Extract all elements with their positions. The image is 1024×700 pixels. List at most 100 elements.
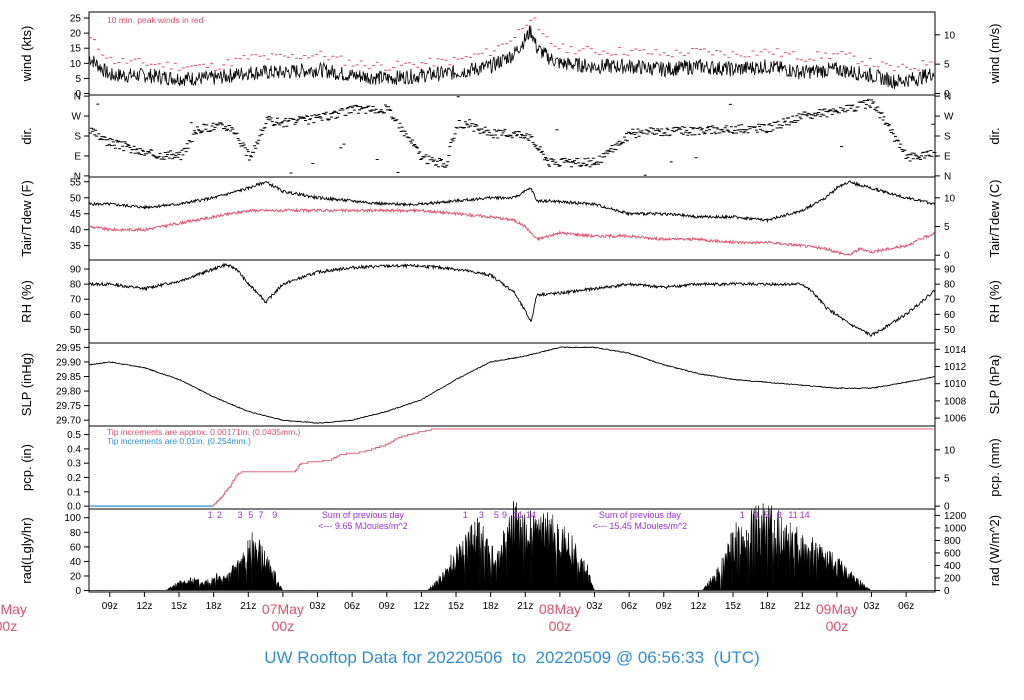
time-axis-tick-label: 12z	[136, 601, 152, 612]
dir-left-tick-label: S	[74, 132, 81, 143]
slp-right-tick-label: 1006	[944, 414, 967, 425]
rh-left-tick-label: 50	[70, 325, 82, 336]
time-axis-tick-label: 21z	[240, 601, 256, 612]
rad-sum-note-line2: <--- 9.65 MJoules/m^2	[318, 521, 408, 531]
precip-note-approx: Tip increments are approx. 0.00171in. (0…	[107, 427, 301, 437]
precip-approx-series	[89, 428, 934, 507]
temp-right-tick-label: 0	[944, 251, 950, 262]
wind-left-tick-label: 25	[70, 14, 82, 25]
temp-left-axis-label: Tair/Tdew (F)	[19, 180, 34, 257]
rh-right-tick-label: 70	[944, 295, 956, 306]
rad-right-tick-label: 0	[944, 586, 950, 597]
time-axis-tick-label: 15z	[171, 601, 187, 612]
slp-left-axis-label: SLP (inHg)	[19, 353, 34, 416]
day-label: 08May	[539, 601, 581, 617]
rad-hour-mark: 9	[272, 510, 277, 520]
footer-end-date: 20220509	[535, 648, 612, 667]
day-label: 09May	[816, 601, 858, 617]
relative-humidity-series	[88, 262, 935, 337]
rad-left-axis-label: rad(Lgly/hr)	[19, 517, 34, 583]
rad-left-tick-label: 80	[70, 528, 82, 539]
pcp-left-axis-label: pcp. (in)	[19, 444, 34, 491]
time-axis-tick-label: 15z	[725, 601, 741, 612]
rad-hour-mark: 3	[238, 510, 243, 520]
time-axis-tick-label: 06z	[621, 601, 637, 612]
footer-time: @ 06:56:33	[615, 648, 705, 667]
dir-right-tick-label: S	[944, 132, 951, 143]
sea-level-pressure-series	[88, 346, 935, 424]
rh-left-tick-label: 60	[70, 310, 82, 321]
slp-left-tick-label: 29.80	[56, 387, 81, 398]
slp-right-tick-label: 1014	[944, 345, 967, 356]
panel-frame-rh	[88, 259, 936, 344]
time-axis-tick-label: 12z	[413, 601, 429, 612]
temp-right-tick-label: 10	[944, 193, 956, 204]
pcp-left-tick-label: 0.1	[67, 487, 81, 498]
time-axis-tick-label: 03z	[586, 601, 602, 612]
dir-left-tick-label: N	[74, 171, 81, 182]
rad-hour-mark: 1	[463, 510, 468, 520]
footer-title: UW Rooftop Data for 20220506 to 20220509…	[0, 648, 1024, 668]
rad-hour-mark: 8	[777, 510, 782, 520]
time-axis-tick-label: 09z	[656, 601, 672, 612]
time-axis-tick-label: 21z	[517, 601, 533, 612]
time-axis-tick-label: 06z	[898, 601, 914, 612]
rh-left-tick-label: 70	[70, 295, 82, 306]
rad-right-tick-label: 1200	[944, 511, 967, 522]
day-label-hour: 00z	[272, 618, 295, 634]
dir-right-tick-label: W	[944, 112, 954, 123]
rh-right-axis-label: RH (%)	[987, 280, 1002, 323]
panel-frame-rad	[88, 508, 936, 593]
pcp-left-tick-label: 0.2	[67, 473, 81, 484]
dir-right-tick-label: E	[944, 151, 951, 162]
temp-left-tick-label: 40	[70, 225, 82, 236]
rad-left-tick-label: 20	[70, 571, 82, 582]
wind-peak-series	[89, 17, 937, 72]
wind-left-tick-label: 15	[70, 44, 82, 55]
temp-left-tick-label: 35	[70, 241, 82, 252]
rh-left-axis-label: RH (%)	[19, 280, 34, 323]
footer-start-date: 20220506	[426, 648, 503, 667]
wind-right-tick-label: 0	[944, 89, 950, 100]
rad-right-axis-label: rad (W/m^2)	[987, 515, 1002, 586]
slp-left-tick-label: 29.95	[56, 343, 81, 354]
slp-left-tick-label: 29.90	[56, 357, 81, 368]
dir-left-axis-label: dir.	[19, 127, 34, 144]
rad-hour-mark: 5	[248, 510, 253, 520]
day-label-hour: 00z	[826, 618, 849, 634]
slp-left-tick-label: 29.85	[56, 372, 81, 383]
day-label-hour: 00z	[0, 618, 17, 634]
slp-right-tick-label: 1008	[944, 396, 967, 407]
time-axis-tick-label: 21z	[794, 601, 810, 612]
rad-left-tick-label: 0	[75, 586, 81, 597]
dir-left-tick-label: E	[74, 151, 81, 162]
time-axis-tick-label: 18z	[483, 601, 499, 612]
time-axis-tick-label: 09z	[102, 601, 118, 612]
rad-hour-mark: 2	[217, 510, 222, 520]
rh-right-tick-label: 80	[944, 280, 956, 291]
temp-left-tick-label: 45	[70, 209, 82, 220]
time-axis-tick-label: 15z	[448, 601, 464, 612]
rad-sum-note-line1: Sum of previous day	[322, 510, 405, 520]
panel-frame-slp	[88, 342, 936, 427]
wind-left-tick-label: 5	[75, 74, 81, 85]
rad-hour-mark: 5	[764, 510, 769, 520]
time-axis-tick-label: 18z	[206, 601, 222, 612]
rad-hour-mark: 3	[479, 510, 484, 520]
footer-to-word: to	[511, 648, 527, 667]
dir-right-tick-label: N	[944, 92, 951, 103]
wind-left-tick-label: 20	[70, 29, 82, 40]
time-axis-tick-label: 12z	[690, 601, 706, 612]
rad-right-tick-label: 800	[944, 536, 961, 547]
pcp-left-tick-label: 0.4	[67, 444, 81, 455]
rad-hour-mark: 14	[800, 510, 810, 520]
slp-right-tick-label: 1012	[944, 362, 967, 373]
rh-right-tick-label: 90	[944, 265, 956, 276]
wind-speed-series	[88, 25, 935, 89]
temp-right-tick-label: 5	[944, 222, 950, 233]
rh-right-tick-label: 50	[944, 325, 956, 336]
rad-hour-mark: 1	[740, 510, 745, 520]
rad-right-tick-label: 400	[944, 561, 961, 572]
rad-hour-mark: 9	[502, 510, 507, 520]
